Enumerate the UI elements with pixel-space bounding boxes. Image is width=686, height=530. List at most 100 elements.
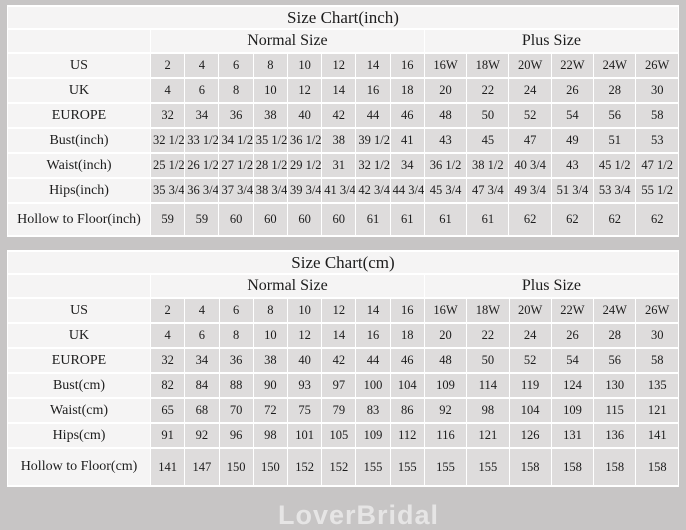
size-cell: 42 3/4: [355, 177, 391, 204]
size-cell: 48: [423, 347, 468, 374]
size-cell: 98: [252, 422, 288, 449]
size-cell: 97: [321, 372, 357, 399]
size-cell: 18: [389, 77, 425, 104]
size-cell: 34: [389, 152, 425, 179]
size-cell: 36: [218, 102, 254, 129]
size-cell: 158: [593, 447, 637, 487]
size-cell: 8: [218, 77, 254, 104]
size-cell: 30: [635, 77, 679, 104]
size-cell: 24W: [593, 52, 637, 79]
size-cell: 14: [355, 297, 391, 324]
size-cell: 4: [150, 322, 186, 349]
size-cell: 60: [218, 202, 254, 237]
row-label: Hollow to Floor(inch): [6, 202, 152, 237]
size-cell: 10: [286, 297, 323, 324]
size-cell: 158: [635, 447, 679, 487]
size-cell: 68: [184, 397, 220, 424]
size-cell: 124: [550, 372, 595, 399]
size-cell: 136: [593, 422, 637, 449]
size-cell: 53: [635, 127, 679, 154]
size-cell: 104: [508, 397, 552, 424]
table-row: EUROPE 32 34 36 38 40 42 44 46 48 50 52 54 56 58: [6, 347, 679, 374]
size-cell: 6: [184, 322, 220, 349]
size-cell: 158: [508, 447, 552, 487]
size-cell: 155: [355, 447, 391, 487]
size-cell: 16: [389, 52, 425, 79]
size-cell: 44 3/4: [389, 177, 425, 204]
size-cell: 83: [355, 397, 391, 424]
size-cell: 101: [286, 422, 323, 449]
size-cell: 93: [286, 372, 323, 399]
size-cell: 135: [635, 372, 679, 399]
size-cell: 47 3/4: [466, 177, 510, 204]
corner-cell: [6, 273, 152, 299]
size-cell: 42: [321, 102, 357, 129]
size-cell: 24: [508, 322, 552, 349]
size-cell: 92: [423, 397, 468, 424]
size-cell: 18: [389, 322, 425, 349]
size-cell: 114: [466, 372, 510, 399]
size-cell: 121: [466, 422, 510, 449]
size-cell: 47: [508, 127, 552, 154]
size-cell: 40: [286, 102, 323, 129]
size-cell: 12: [321, 297, 357, 324]
size-cell: 35 1/2: [252, 127, 288, 154]
table-row: Hollow to Floor(inch) 59 59 60 60 60 60 61 61 61 6…: [6, 202, 679, 237]
size-cell: 60: [252, 202, 288, 237]
table-row: Waist(cm) 65 68 70 72 75 79 83 86 92 98 104 109 115 12…: [6, 397, 679, 424]
size-cell: 141: [150, 447, 186, 487]
size-cell: 43: [550, 152, 595, 179]
size-cell: 62: [550, 202, 595, 237]
size-cell: 61: [355, 202, 391, 237]
size-cell: 104: [389, 372, 425, 399]
watermark: LoverBridal: [278, 500, 440, 530]
size-cell: 91: [150, 422, 186, 449]
size-cell: 37 3/4: [218, 177, 254, 204]
row-label: Bust(cm): [6, 372, 152, 399]
size-cell: 44: [355, 102, 391, 129]
size-cell: 10: [252, 322, 288, 349]
size-cell: 35 3/4: [150, 177, 186, 204]
size-cell: 36: [218, 347, 254, 374]
size-cell: 54: [550, 347, 595, 374]
row-label: US: [6, 52, 152, 79]
size-cell: 26W: [635, 297, 679, 324]
size-cell: 10: [252, 77, 288, 104]
table-row: US 2 4 6 8 10 12 14 16 16W 18W 20W 22W 24W 26W: [6, 52, 679, 79]
size-cell: 84: [184, 372, 220, 399]
size-cell: 109: [423, 372, 468, 399]
size-cell: 25 1/2: [150, 152, 186, 179]
row-label: EUROPE: [6, 102, 152, 129]
table-row: Waist(inch) 25 1/2 26 1/2 27 1/2 28 1/2 29 1/…: [6, 152, 679, 179]
size-cell: 92: [184, 422, 220, 449]
table-title: Size Chart(inch): [7, 5, 679, 30]
table-row: Bust(inch) 32 1/2 33 1/2 34 1/2 35 1/2 36 1/2…: [6, 127, 679, 154]
size-cell: 53 3/4: [593, 177, 637, 204]
size-cell: 26: [550, 322, 595, 349]
size-cell: 65: [150, 397, 186, 424]
size-cell: 50: [466, 347, 510, 374]
size-cell: 155: [466, 447, 510, 487]
size-cell: 20W: [508, 52, 552, 79]
size-cell: 56: [593, 102, 637, 129]
size-cell: 40: [286, 347, 323, 374]
size-cell: 119: [508, 372, 552, 399]
size-cell: 6: [184, 77, 220, 104]
size-cell: 34 1/2: [218, 127, 254, 154]
size-cell: 6: [218, 297, 254, 324]
size-cell: 36 1/2: [286, 127, 323, 154]
size-cell: 36 3/4: [184, 177, 220, 204]
size-cell: 58: [635, 347, 679, 374]
size-cell: 14: [321, 77, 357, 104]
size-cell: 22: [466, 77, 510, 104]
size-cell: 112: [389, 422, 425, 449]
size-cell: 52: [508, 102, 552, 129]
size-cell: 121: [635, 397, 679, 424]
size-cell: 38: [252, 102, 288, 129]
size-cell: 38 3/4: [252, 177, 288, 204]
size-cell: 130: [593, 372, 637, 399]
size-cell: 147: [184, 447, 220, 487]
size-cell: 4: [150, 77, 186, 104]
size-cell: 12: [286, 77, 323, 104]
